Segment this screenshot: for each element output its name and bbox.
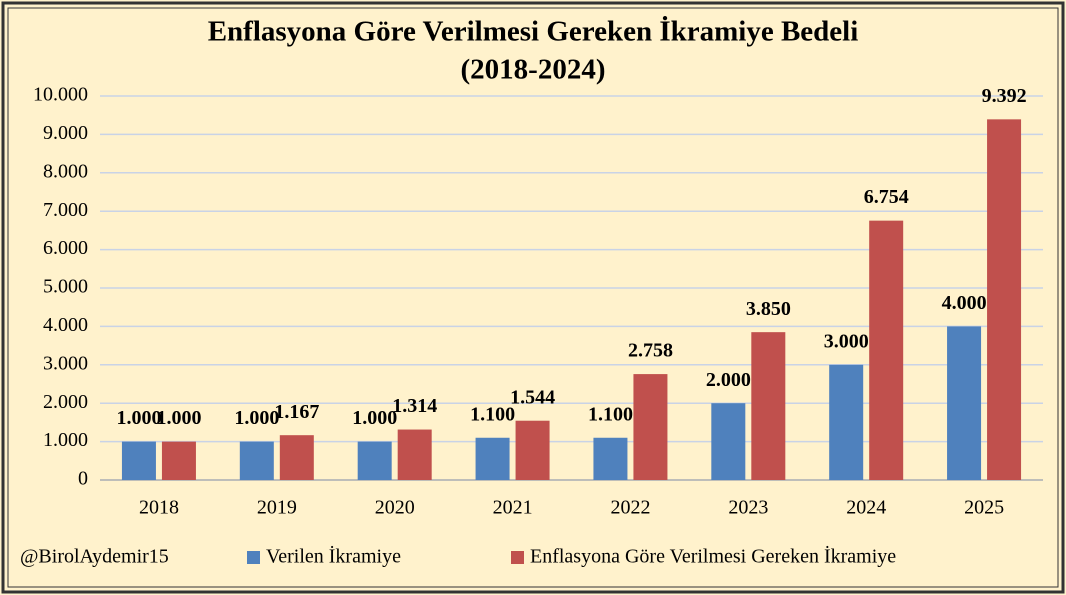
value-label: 1.000 [156, 407, 201, 429]
y-tick-label: 3.000 [43, 352, 88, 374]
x-tick-label: 2025 [964, 497, 1004, 519]
bar [593, 437, 628, 480]
legend-label: Enflasyona Göre Verilmesi Gereken İkrami… [530, 545, 896, 568]
annotation: @BirolAydemir15 [20, 546, 169, 568]
y-tick-label: 9.000 [43, 122, 88, 144]
x-tick-label: 2019 [257, 497, 297, 519]
chart-subtitle: (2018-2024) [461, 54, 606, 86]
bar [711, 403, 746, 480]
bar [121, 441, 156, 480]
legend-swatch [247, 551, 260, 564]
chart-title: Enflasyona Göre Verilmesi Gereken İkrami… [208, 15, 859, 48]
y-tick-label: 0 [78, 468, 88, 490]
y-tick-label: 1.000 [43, 429, 88, 451]
value-label: 1.000 [352, 407, 397, 429]
bar [987, 119, 1022, 480]
y-tick-label: 4.000 [43, 314, 88, 336]
x-tick-label: 2021 [493, 497, 533, 519]
value-label: 3.000 [824, 330, 869, 352]
x-tick-label: 2018 [139, 497, 179, 519]
y-tick-label: 2.000 [43, 391, 88, 413]
value-label: 1.167 [274, 401, 319, 423]
y-tick-label: 6.000 [43, 237, 88, 259]
bar [869, 220, 904, 480]
bar [829, 364, 864, 480]
bar [239, 441, 274, 480]
y-tick-label: 7.000 [43, 199, 88, 221]
bar [947, 326, 982, 480]
value-label: 1.000 [234, 407, 279, 429]
value-label: 1.000 [116, 407, 161, 429]
bar [357, 441, 392, 480]
inner-border [7, 7, 1059, 588]
bar [475, 437, 510, 480]
bar [397, 429, 432, 480]
x-tick-label: 2020 [375, 497, 415, 519]
y-tick-label: 5.000 [43, 276, 88, 298]
value-label: 6.754 [864, 186, 909, 208]
y-tick-label: 10.000 [33, 84, 88, 106]
value-label: 3.850 [746, 298, 791, 320]
y-tick-label: 8.000 [43, 160, 88, 182]
value-label: 1.100 [588, 403, 633, 425]
x-tick-label: 2024 [846, 497, 886, 519]
bar [161, 441, 196, 480]
value-label: 1.100 [470, 403, 515, 425]
legend-label: Verilen İkramiye [266, 545, 401, 568]
bar [515, 420, 550, 480]
value-label: 1.314 [392, 395, 437, 417]
value-label: 1.544 [510, 386, 555, 408]
bar [751, 332, 786, 480]
legend-swatch [511, 551, 524, 564]
value-label: 9.392 [982, 85, 1027, 107]
value-label: 2.000 [706, 369, 751, 391]
value-label: 2.758 [628, 340, 673, 362]
x-tick-label: 2022 [610, 497, 650, 519]
bar [633, 374, 668, 480]
value-label: 4.000 [942, 292, 987, 314]
x-tick-label: 2023 [728, 497, 768, 519]
bar [279, 435, 314, 480]
